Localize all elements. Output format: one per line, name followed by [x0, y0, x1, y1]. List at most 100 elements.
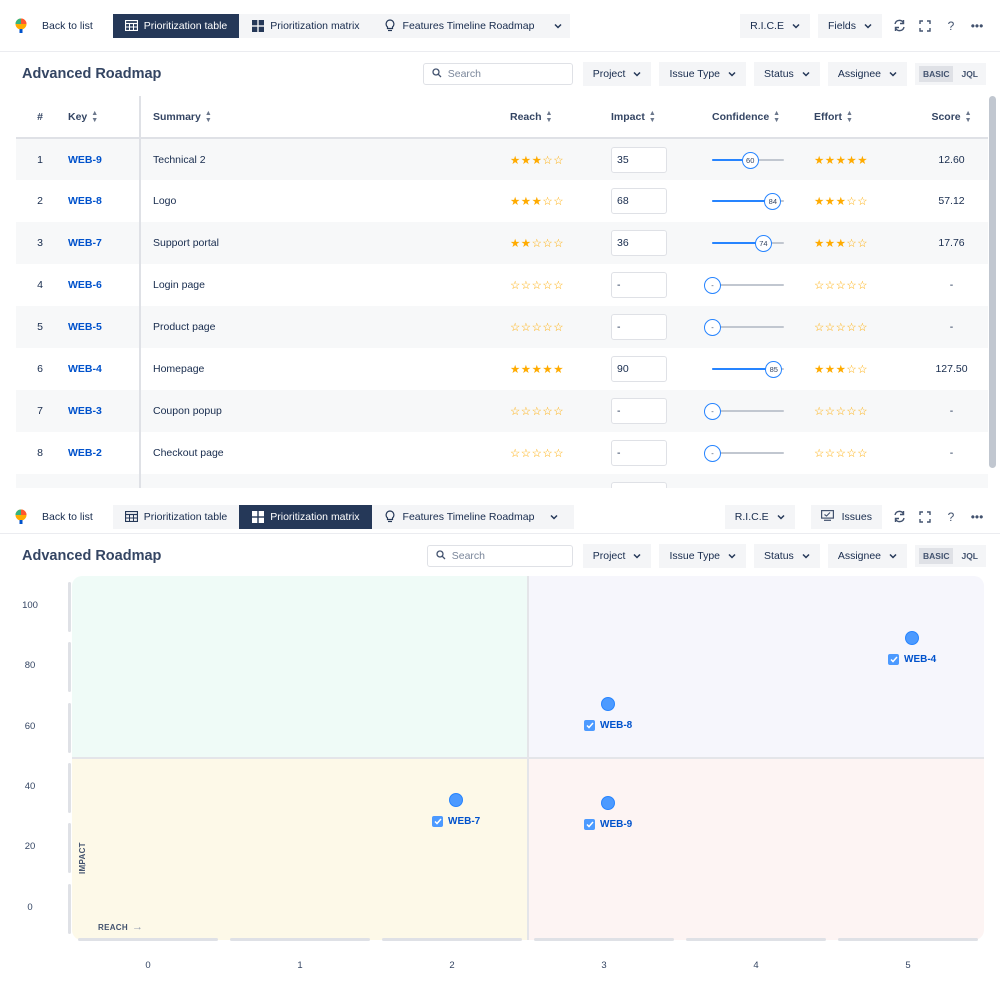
table-row[interactable]: 4 WEB-6 Login page ☆☆☆☆☆ - ☆☆☆☆☆ -	[16, 264, 988, 306]
issue-key-link[interactable]: WEB-5	[68, 321, 102, 333]
impact-input[interactable]	[611, 272, 667, 298]
tab-features-timeline-roadmap[interactable]: Features Timeline Roadmap	[372, 505, 575, 529]
confidence-slider[interactable]: 84	[712, 193, 784, 210]
reach-rating[interactable]: ☆☆☆☆☆	[510, 448, 565, 460]
assignee-filter[interactable]: Assignee	[827, 62, 908, 86]
fullscreen-icon[interactable]	[916, 508, 934, 526]
confidence-slider[interactable]: 85	[712, 361, 784, 378]
impact-input[interactable]	[611, 398, 667, 424]
confidence-slider[interactable]: 60	[712, 151, 784, 169]
tabs-more-dropdown[interactable]	[546, 13, 571, 38]
col-header-effort[interactable]: Effort ▲ ▼	[814, 96, 915, 139]
help-icon[interactable]: ?	[947, 18, 955, 33]
effort-rating[interactable]: ☆☆☆☆☆	[814, 280, 869, 292]
effort-rating[interactable]: ★★★☆☆	[814, 238, 869, 250]
reach-rating[interactable]: ★★☆☆☆	[510, 238, 565, 250]
tab-features-timeline-roadmap[interactable]: Features Timeline Roadmap	[372, 14, 547, 38]
slider-thumb[interactable]: 74	[754, 235, 772, 252]
col-header-key[interactable]: Key ▲ ▼	[64, 96, 141, 139]
refresh-icon[interactable]	[890, 17, 908, 35]
col-header-confidence[interactable]: Confidence ▲ ▼	[712, 96, 814, 139]
basic-mode-button[interactable]: BASIC	[919, 66, 954, 82]
impact-input[interactable]	[611, 356, 667, 382]
issue-key-link[interactable]: WEB-6	[68, 279, 102, 291]
confidence-slider[interactable]: -	[704, 277, 784, 294]
impact-input[interactable]	[611, 230, 667, 256]
matrix-point-label[interactable]: WEB-9	[584, 819, 632, 830]
basic-mode-button[interactable]: BASIC	[919, 548, 954, 564]
issue-key-link[interactable]: WEB-9	[68, 153, 102, 166]
project-filter[interactable]: Project	[582, 544, 652, 568]
status-filter[interactable]: Status	[754, 62, 820, 86]
search-input[interactable]	[451, 550, 562, 562]
table-row[interactable]: 2 WEB-8 Logo ★★★☆☆ 84 ★★★☆☆ 57.12	[16, 180, 988, 222]
matrix-point[interactable]	[601, 697, 615, 711]
slider-thumb[interactable]: -	[704, 277, 721, 294]
jql-mode-button[interactable]: JQL	[961, 69, 978, 79]
confidence-slider[interactable]: -	[704, 403, 784, 420]
effort-rating[interactable]: ★★★☆☆	[814, 196, 869, 208]
reach-rating[interactable]: ★★★☆☆	[510, 154, 565, 167]
status-filter[interactable]: Status	[754, 544, 820, 568]
matrix-point[interactable]	[905, 631, 919, 645]
issue-key-link[interactable]: WEB-8	[68, 195, 102, 207]
issues-button[interactable]: Issues	[810, 504, 882, 529]
effort-rating[interactable]: ☆☆☆☆☆	[814, 448, 869, 460]
slider-thumb[interactable]: 84	[764, 193, 782, 210]
col-header-score[interactable]: Score ▲ ▼	[915, 96, 988, 139]
rice-dropdown[interactable]: R.I.C.E	[740, 13, 810, 38]
confidence-slider[interactable]: -	[704, 319, 784, 336]
search-input[interactable]	[447, 68, 558, 80]
col-header-impact[interactable]: Impact ▲ ▼	[611, 96, 712, 139]
back-to-list-link[interactable]: Back to list	[42, 510, 93, 523]
project-filter[interactable]: Project	[582, 62, 652, 86]
help-icon[interactable]: ?	[947, 509, 955, 524]
matrix-point-label[interactable]: WEB-7	[432, 816, 480, 827]
confidence-slider[interactable]: -	[704, 445, 784, 462]
tab-prioritization-matrix[interactable]: Prioritization matrix	[239, 504, 372, 529]
impact-input[interactable]	[611, 314, 667, 340]
table-row[interactable]: 6 WEB-4 Homepage ★★★★★ 85 ★★★☆☆ 127.50	[16, 348, 988, 390]
matrix-point[interactable]	[601, 796, 615, 810]
reach-rating[interactable]: ★★★★★	[510, 364, 565, 376]
issue-key-link[interactable]: WEB-7	[68, 237, 102, 249]
tab-prioritization-table[interactable]: Prioritization table	[113, 505, 239, 529]
reach-rating[interactable]: ☆☆☆☆☆	[510, 406, 565, 418]
issue-key-link[interactable]: WEB-2	[68, 447, 102, 459]
effort-rating[interactable]: ☆☆☆☆☆	[814, 322, 869, 334]
col-header-reach[interactable]: Reach ▲ ▼	[510, 96, 611, 139]
table-scrollbar[interactable]	[989, 96, 996, 468]
table-row[interactable]: 3 WEB-7 Support portal ★★☆☆☆ 74 ★★★☆☆ 17.76	[16, 222, 988, 264]
table-row[interactable]: 1 WEB-9 Technical 2 ★★★☆☆ 60 ★★★★★ 12.60	[16, 138, 988, 180]
issue-key-link[interactable]: WEB-4	[68, 363, 102, 375]
tabs-more-dropdown[interactable]	[546, 505, 562, 529]
table-row[interactable]: 8 WEB-2 Checkout page ☆☆☆☆☆ - ☆☆☆☆☆ -	[16, 432, 988, 474]
issue-type-filter[interactable]: Issue Type	[659, 544, 747, 568]
tab-prioritization-table[interactable]: Prioritization table	[112, 13, 240, 38]
slider-thumb[interactable]: 60	[741, 151, 759, 169]
more-actions-icon[interactable]: •••	[970, 509, 984, 524]
issue-type-filter[interactable]: Issue Type	[659, 62, 747, 86]
fullscreen-icon[interactable]	[916, 17, 934, 35]
more-actions-icon[interactable]: •••	[970, 18, 984, 33]
table-row[interactable]: 7 WEB-3 Coupon popup ☆☆☆☆☆ - ☆☆☆☆☆ -	[16, 390, 988, 432]
col-header-summary[interactable]: Summary ▲ ▼	[140, 96, 510, 139]
fields-dropdown[interactable]: Fields	[817, 13, 882, 38]
effort-rating[interactable]: ★★★☆☆	[814, 364, 869, 376]
refresh-icon[interactable]	[890, 508, 908, 526]
slider-thumb[interactable]: -	[704, 445, 721, 462]
matrix-point-label[interactable]: WEB-4	[888, 654, 936, 665]
table-row[interactable]: 5 WEB-5 Product page ☆☆☆☆☆ - ☆☆☆☆☆ -	[16, 306, 988, 348]
back-to-list-link[interactable]: Back to list	[42, 19, 93, 32]
impact-input[interactable]	[611, 482, 667, 488]
impact-input[interactable]	[611, 188, 667, 214]
issue-key-link[interactable]: WEB-3	[68, 405, 102, 417]
slider-thumb[interactable]: 85	[765, 361, 783, 378]
impact-input[interactable]	[611, 146, 667, 173]
matrix-point[interactable]	[449, 793, 463, 807]
impact-input[interactable]	[611, 440, 667, 466]
assignee-filter[interactable]: Assignee	[827, 544, 908, 568]
effort-rating[interactable]: ☆☆☆☆☆	[814, 406, 869, 418]
reach-rating[interactable]: ☆☆☆☆☆	[510, 280, 565, 292]
confidence-slider[interactable]: 74	[712, 235, 784, 252]
